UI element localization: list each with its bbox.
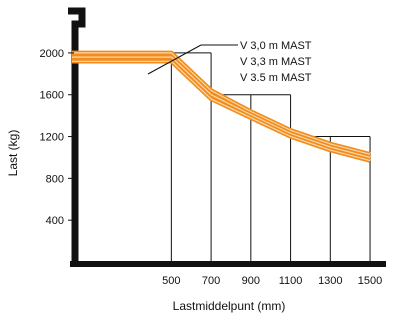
legend-entry-1: V 3,0 m MAST	[240, 40, 312, 52]
y-axis-title: Last (kg)	[6, 130, 20, 177]
tick-labels: 400 800 1200 1600 2000 500 700 900 1100 1300 1500	[40, 48, 383, 287]
y-tick-label-400: 400	[46, 215, 64, 227]
legend-entry-3: V 3.5 m MAST	[240, 72, 312, 84]
x-tick-label-500: 500	[162, 275, 180, 287]
series-layer	[72, 50, 371, 163]
y-tick-label-2000: 2000	[40, 48, 64, 60]
x-axis-title: Lastmiddelpunt (mm)	[173, 299, 286, 313]
legend: V 3,0 m MAST V 3,3 m MAST V 3.5 m MAST	[147, 40, 312, 84]
series-line-highlight-1	[72, 52, 371, 155]
y-tick-label-1200: 1200	[40, 132, 64, 144]
y-tick-label-800: 800	[46, 173, 64, 185]
x-tick-label-1300: 1300	[318, 275, 342, 287]
series-line-highlight-2	[72, 56, 371, 159]
top-left-corner-mark	[68, 7, 86, 262]
x-tick-label-1100: 1100	[279, 275, 303, 287]
axes	[68, 7, 386, 267]
x-tick-label-700: 700	[202, 275, 220, 287]
y-tick-label-1600: 1600	[40, 90, 64, 102]
legend-entry-2: V 3,3 m MAST	[240, 56, 312, 68]
x-tick-label-1500: 1500	[358, 275, 382, 287]
legend-leader-line-diagonal	[147, 44, 202, 75]
x-tick-label-900: 900	[242, 275, 260, 287]
